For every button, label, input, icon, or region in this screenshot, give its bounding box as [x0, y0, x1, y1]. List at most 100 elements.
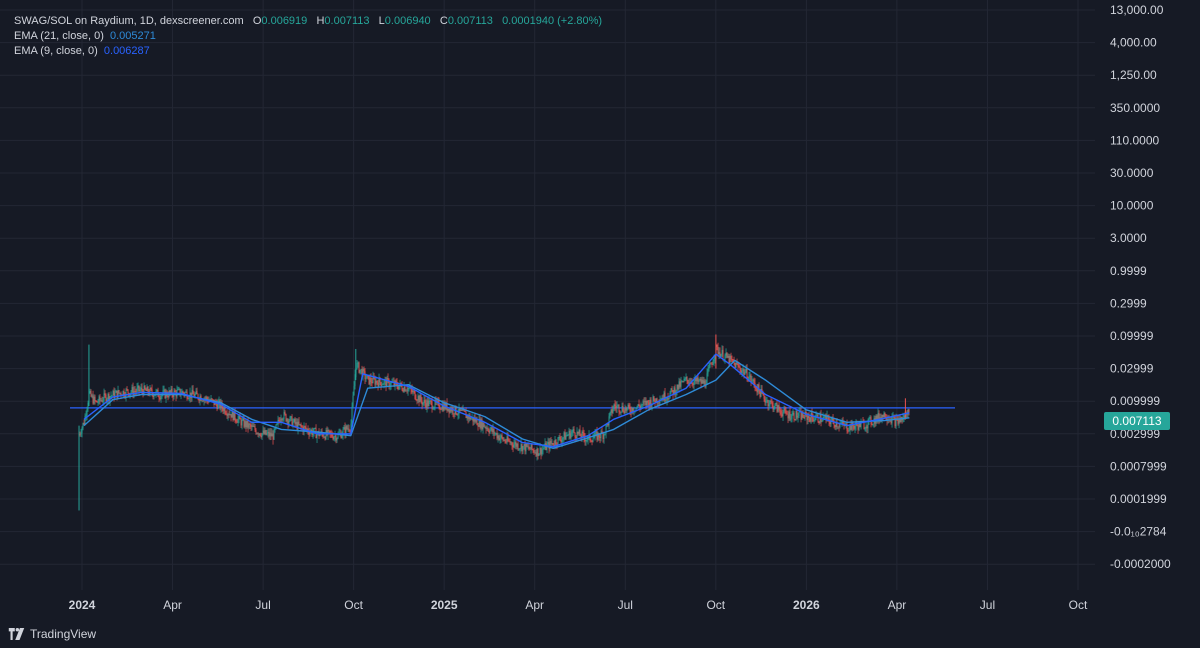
candle-body [264, 430, 266, 435]
candle-body [351, 406, 353, 424]
y-tick-label: 10.0000 [1110, 199, 1154, 213]
candle-body [647, 400, 649, 403]
candle-body [897, 418, 899, 424]
candle-body [365, 378, 367, 380]
candle-body [329, 430, 331, 434]
candle-body [826, 415, 828, 421]
candle-body [626, 407, 628, 411]
candle-body [829, 421, 831, 425]
candle-body [581, 431, 583, 438]
candle-body [265, 430, 267, 435]
candle-body [369, 377, 371, 385]
candle-body [145, 389, 147, 391]
candle-body [308, 432, 310, 435]
candle-body [476, 418, 478, 426]
candle-body [638, 404, 640, 407]
candle-body [635, 407, 637, 411]
candle-body [681, 381, 683, 383]
candle-body [277, 419, 279, 424]
candle-body [645, 400, 647, 406]
candle-body [283, 412, 285, 420]
candle-body [877, 413, 879, 421]
candle-body [726, 352, 728, 358]
candle-body [907, 409, 909, 415]
candle-body [908, 409, 910, 414]
candle-body [557, 437, 559, 446]
y-tick-label: 0.002999 [1110, 427, 1160, 441]
candle-body [368, 375, 370, 385]
ema21-value: 0.005271 [110, 30, 156, 42]
candle-body [594, 432, 596, 437]
candle-body [703, 380, 705, 384]
candle-body [702, 379, 704, 384]
y-tick-label: 1,250.00 [1110, 68, 1157, 82]
tradingview-brand[interactable]: TradingView [8, 627, 96, 641]
chart-legend: SWAG/SOL on Raydium, 1D, dexscreener.com… [14, 14, 602, 59]
candle-body [648, 402, 650, 407]
candle-body [431, 401, 433, 409]
candle-body [739, 366, 741, 371]
candle-body [663, 392, 665, 401]
candle-body [198, 398, 200, 401]
candle-body [132, 387, 134, 395]
candle-body [728, 355, 730, 364]
chart-canvas[interactable]: 13,000.00 4,000.00 1,250.00 350.0000 110.000… [0, 0, 1200, 622]
candle-body [676, 384, 678, 392]
price-chart[interactable]: 13,000.00 4,000.00 1,250.00 350.0000 110.000… [0, 0, 1200, 622]
last-price-tag: 0.007113 [1104, 412, 1170, 430]
candle-body [134, 390, 136, 392]
candle-body [426, 400, 428, 408]
x-tick-label: Oct [344, 598, 363, 612]
candle-body [845, 423, 847, 425]
candle-body [501, 435, 503, 438]
legend-low-label: L [378, 15, 385, 27]
candle-body [620, 411, 622, 413]
candle-body [197, 394, 199, 399]
candle-body [319, 434, 321, 437]
candle-body [282, 419, 284, 420]
candle-body [334, 435, 336, 437]
candle-body [865, 426, 867, 429]
candle-body [876, 415, 878, 421]
candle-body [716, 344, 718, 347]
candle-body [126, 389, 128, 391]
candle-body [863, 421, 865, 429]
candle-body [492, 428, 494, 432]
candle-body [584, 437, 586, 442]
legend-ema21-row[interactable]: EMA (21, close, 0) 0.005271 [14, 29, 602, 44]
candle-body [252, 425, 254, 427]
legend-high: 0.007113 [324, 15, 370, 27]
legend-ema9-row[interactable]: EMA (9, close, 0) 0.006287 [14, 44, 602, 59]
candle-body [376, 380, 378, 383]
candle-body [751, 380, 753, 382]
x-tick-label: 2025 [431, 598, 458, 612]
candle-body [433, 407, 435, 409]
candle-body [217, 402, 219, 409]
candle-body [298, 421, 300, 425]
candle-body [167, 396, 169, 398]
candle-body [148, 392, 150, 395]
candle-body [194, 394, 196, 398]
candle-body [386, 378, 388, 387]
candle-body [755, 387, 757, 389]
candle-body [193, 394, 195, 398]
candle-body [722, 349, 724, 360]
candle-body [509, 441, 511, 443]
candle-body [380, 382, 382, 386]
candle-body [496, 433, 498, 439]
candle-body [710, 363, 712, 365]
ema9-label: EMA (9, close, 0) [14, 45, 98, 57]
candle-body [89, 390, 91, 393]
candle-body [120, 392, 122, 396]
legend-open: 0.006919 [261, 15, 308, 27]
candle-body [586, 439, 588, 441]
candle-body [853, 425, 855, 429]
candle-body [111, 395, 113, 397]
candle-body [803, 417, 805, 419]
candle-body [390, 382, 392, 386]
candle-body [385, 379, 387, 387]
candle-body [573, 429, 575, 433]
candle-body [779, 409, 781, 411]
candle-body [772, 402, 774, 410]
candle-body [506, 436, 508, 443]
